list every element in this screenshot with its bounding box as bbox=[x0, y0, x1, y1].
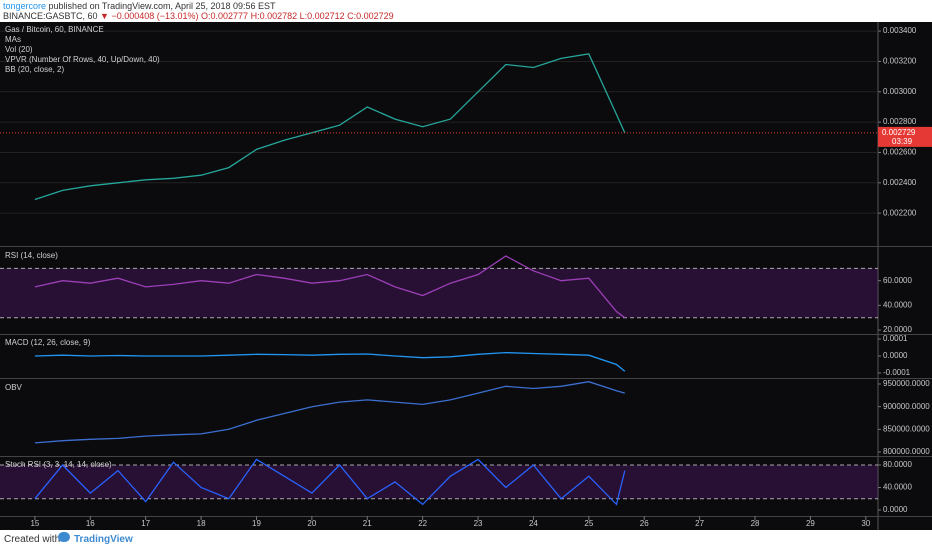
band-fill bbox=[0, 268, 878, 318]
pane-title: MACD (12, 26, close, 9) bbox=[5, 338, 91, 347]
header: tongercore published on TradingView.com,… bbox=[0, 0, 932, 22]
published: published on TradingView.com, April 25, … bbox=[48, 1, 276, 11]
brand[interactable]: TradingView bbox=[74, 534, 133, 545]
y-tick-label: 0.002600 bbox=[883, 148, 917, 157]
x-tick-label: 16 bbox=[86, 519, 95, 528]
y-tick-label: 0.0000 bbox=[883, 351, 908, 360]
x-tick-label: 27 bbox=[695, 519, 704, 528]
last-price-box bbox=[878, 126, 932, 147]
pane-title: Stoch RSI (3, 3, 14, 14, close) bbox=[5, 460, 112, 469]
y-tick-label: 40.0000 bbox=[883, 300, 912, 309]
x-tick-label: 18 bbox=[197, 519, 206, 528]
y-tick-label: 0.003000 bbox=[883, 87, 917, 96]
x-tick-label: 23 bbox=[474, 519, 483, 528]
x-tick-label: 26 bbox=[640, 519, 649, 528]
x-tick-label: 24 bbox=[529, 519, 538, 528]
x-tick-label: 17 bbox=[141, 519, 150, 528]
x-tick-label: 20 bbox=[307, 519, 316, 528]
y-tick-label: 0.003400 bbox=[883, 26, 917, 35]
pane-title: OBV bbox=[5, 383, 23, 392]
series-line bbox=[34, 458, 626, 506]
x-tick-label: 25 bbox=[584, 519, 593, 528]
x-tick-label: 22 bbox=[418, 519, 427, 528]
y-tick-label: 80.0000 bbox=[883, 460, 912, 469]
last-price-label: 0.002729 bbox=[882, 128, 916, 137]
created-with: Created with bbox=[4, 534, 61, 545]
y-tick-label: 40.0000 bbox=[883, 483, 912, 492]
x-tick-label: 28 bbox=[751, 519, 760, 528]
series-line bbox=[34, 255, 626, 319]
countdown-label: 03:39 bbox=[892, 137, 913, 146]
y-tick-label: 950000.0000 bbox=[883, 379, 930, 388]
footer: Created with TradingView bbox=[0, 530, 932, 550]
x-tick-label: 29 bbox=[806, 519, 815, 528]
author[interactable]: tongercore bbox=[3, 1, 47, 11]
y-tick-label: 850000.0000 bbox=[883, 424, 930, 433]
y-tick-label: 0.002400 bbox=[883, 178, 917, 187]
y-tick-label: 0.003200 bbox=[883, 57, 917, 66]
y-tick-label: 60.0000 bbox=[883, 276, 912, 285]
legend-entry: MAs bbox=[5, 35, 21, 44]
y-tick-label: 0.002200 bbox=[883, 208, 917, 217]
background bbox=[0, 22, 932, 530]
y-tick-label: 0.002800 bbox=[883, 117, 917, 126]
y-tick-label: 0.0000 bbox=[883, 505, 908, 514]
x-tick-label: 19 bbox=[252, 519, 261, 528]
price-axis-strip bbox=[878, 22, 932, 530]
chart: 0.002200 0.002400 0.002600 0.002800 0.003000… bbox=[0, 22, 932, 530]
y-tick-label: 800000.0000 bbox=[883, 447, 930, 456]
pane-title: Gas / Bitcoin, 60, BINANCE bbox=[5, 25, 104, 34]
legend-entry: Vol (20) bbox=[5, 45, 33, 54]
y-tick-label: 900000.0000 bbox=[883, 402, 930, 411]
legend-entry: VPVR (Number Of Rows, 40, Up/Down, 40) bbox=[5, 55, 160, 64]
series-line bbox=[34, 53, 626, 201]
quote: ▼ −0.000408 (−13.01%) O:0.002777 H:0.002… bbox=[100, 11, 394, 21]
symbol: BINANCE:GASBTC, 60 bbox=[3, 11, 98, 21]
x-tick-label: 15 bbox=[30, 519, 39, 528]
x-tick-label: 30 bbox=[861, 519, 870, 528]
logo bbox=[58, 532, 70, 542]
legend-entry: BB (20, close, 2) bbox=[5, 65, 64, 74]
y-tick-label: 20.0000 bbox=[883, 325, 912, 334]
band-fill bbox=[0, 464, 878, 499]
y-tick-label: -0.0001 bbox=[883, 368, 911, 377]
y-tick-label: 0.0001 bbox=[883, 334, 908, 343]
series-line bbox=[34, 381, 625, 444]
series-line bbox=[34, 351, 626, 372]
x-tick-label: 21 bbox=[363, 519, 372, 528]
pane-title: RSI (14, close) bbox=[5, 251, 58, 260]
